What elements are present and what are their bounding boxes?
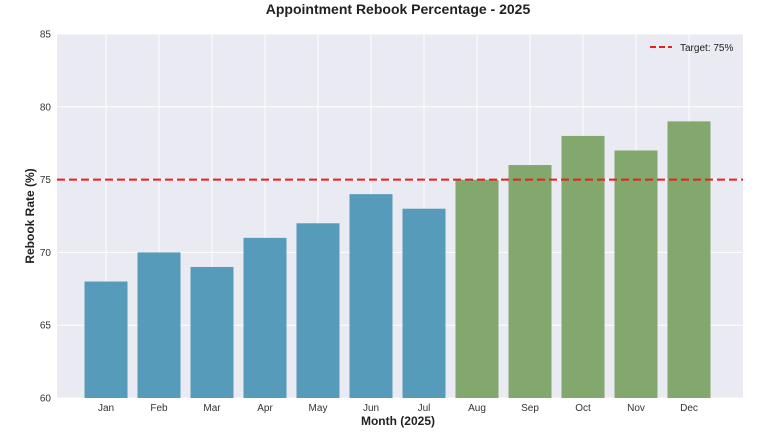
x-tick-label: Jul bbox=[418, 403, 431, 414]
x-tick-label: Oct bbox=[575, 403, 591, 414]
x-tick-label: Dec bbox=[680, 403, 698, 414]
y-tick-label: 70 bbox=[40, 248, 52, 259]
bar-oct bbox=[561, 135, 605, 399]
bar-dec bbox=[667, 121, 711, 399]
y-axis-label: Rebook Rate (%) bbox=[23, 168, 37, 263]
y-tick-labels: 60 65 70 75 80 85 bbox=[40, 30, 52, 405]
x-tick-label: Mar bbox=[203, 403, 221, 414]
x-tick-label: Feb bbox=[150, 403, 168, 414]
bar-aug bbox=[455, 179, 499, 398]
x-tick-label: Sep bbox=[521, 403, 539, 414]
bar-jan bbox=[84, 281, 128, 398]
legend: Target: 75% bbox=[650, 43, 733, 54]
bar-apr bbox=[243, 237, 287, 398]
y-tick-label: 60 bbox=[40, 394, 52, 405]
y-tick-label: 85 bbox=[40, 30, 52, 41]
bar-may bbox=[296, 223, 340, 398]
bar-jun bbox=[349, 194, 393, 398]
bars bbox=[84, 121, 711, 399]
x-tick-labels: Jan Feb Mar Apr May Jun Jul Aug Sep Oct Nov Dec bbox=[98, 403, 698, 414]
x-tick-label: Nov bbox=[627, 403, 645, 414]
y-tick-label: 65 bbox=[40, 321, 52, 332]
bar-mar bbox=[190, 266, 234, 398]
chart-title: Appointment Rebook Percentage - 2025 bbox=[266, 1, 531, 17]
legend-target-label: Target: 75% bbox=[680, 43, 733, 54]
bar-sep bbox=[508, 165, 552, 398]
x-tick-label: Apr bbox=[257, 403, 273, 414]
bar-jul bbox=[402, 208, 446, 398]
x-tick-label: Jan bbox=[98, 403, 114, 414]
bar-feb bbox=[137, 252, 181, 398]
y-tick-label: 80 bbox=[40, 102, 52, 113]
y-tick-label: 75 bbox=[40, 175, 52, 186]
bar-nov bbox=[614, 150, 658, 398]
x-axis-label: Month (2025) bbox=[361, 414, 435, 428]
x-tick-label: Jun bbox=[363, 403, 379, 414]
x-tick-label: May bbox=[309, 403, 328, 414]
x-tick-label: Aug bbox=[468, 403, 486, 414]
